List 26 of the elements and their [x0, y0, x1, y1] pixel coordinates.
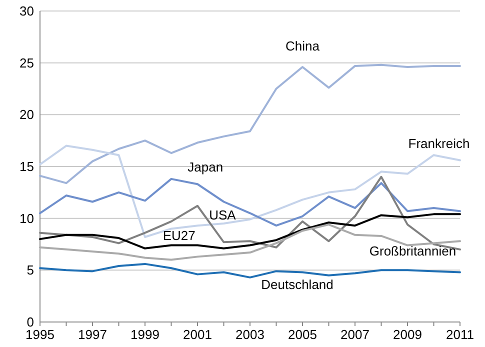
- x-tick-label: 1999: [130, 327, 160, 342]
- y-tick-label: 10: [20, 210, 34, 226]
- y-tick-label: 15: [20, 159, 34, 174]
- y-tick-label: 30: [20, 4, 34, 18]
- series-label: USA: [209, 207, 236, 222]
- y-tick-label: 5: [26, 262, 34, 278]
- line-series: [39, 262, 461, 278]
- x-tick-label: 2007: [340, 327, 370, 342]
- line-series: [39, 224, 461, 261]
- y-tick-label: 0: [26, 314, 34, 330]
- series-label: Deutschland: [261, 276, 334, 292]
- x-tick-label: 1995: [26, 327, 54, 342]
- series-label: China: [286, 38, 320, 54]
- x-tick-label: 2001: [183, 327, 212, 342]
- series-label: EU27: [162, 228, 196, 244]
- series-label: Großbritannien: [369, 244, 456, 259]
- y-tick-label: 25: [20, 55, 34, 70]
- x-tick-label: 1997: [78, 327, 107, 342]
- x-tick-label: 2009: [393, 327, 422, 342]
- x-tick-label: 2005: [288, 327, 317, 342]
- line-series: [39, 178, 461, 227]
- series-label: Frankreich: [408, 136, 470, 151]
- x-tick-label: 2011: [446, 327, 474, 342]
- x-tick-label: 2003: [236, 327, 264, 342]
- series-label: Japan: [188, 160, 224, 175]
- y-tick-label: 20: [20, 107, 34, 122]
